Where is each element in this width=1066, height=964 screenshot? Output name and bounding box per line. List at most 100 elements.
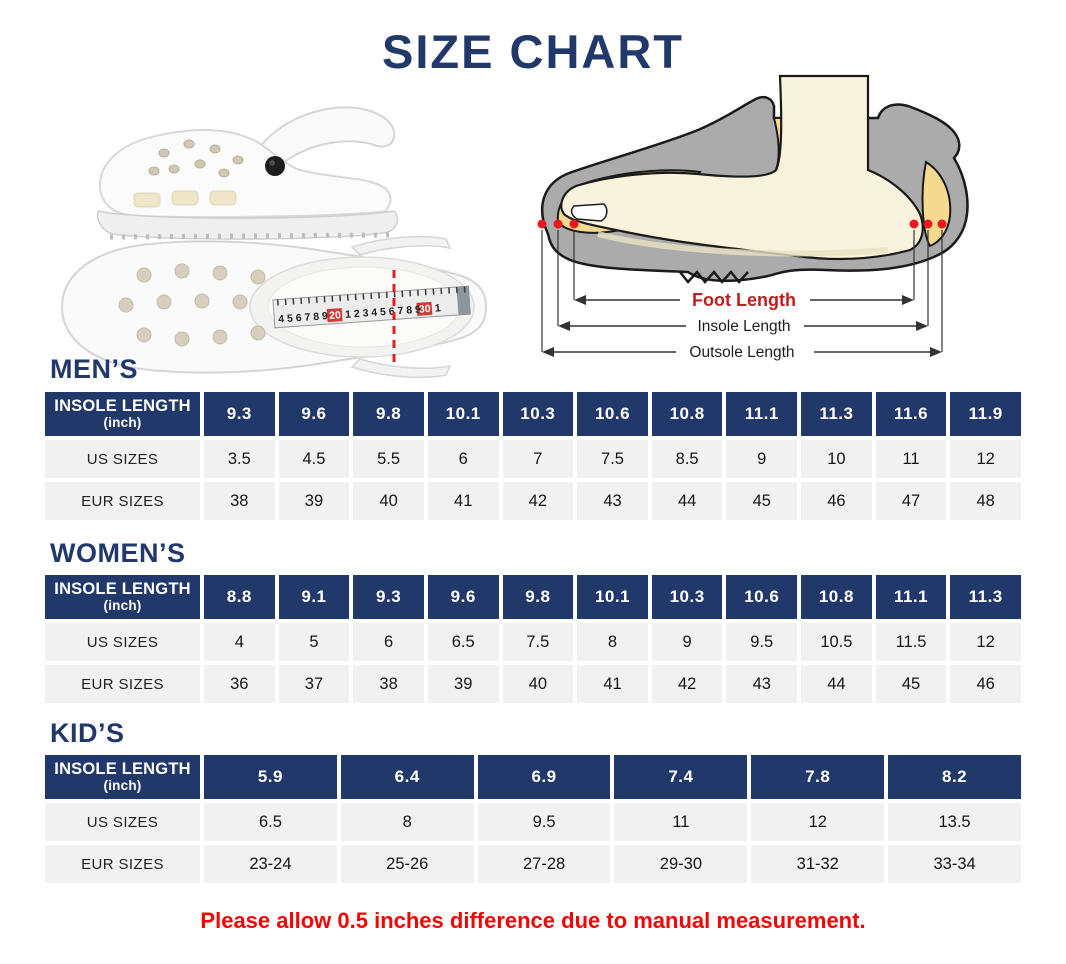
us-size-cell: 6 — [427, 440, 499, 478]
us-size-cell: 10 — [801, 440, 872, 478]
insole-length-unit: (inch) — [103, 414, 142, 430]
insole-length-header: INSOLE LENGTH (inch) — [45, 575, 200, 619]
dimension-drop-lines — [541, 230, 943, 352]
us-size-cell: 6.5 — [204, 803, 337, 841]
insole-value-cell: 11.1 — [726, 392, 798, 436]
us-size-cell: 8.5 — [651, 440, 723, 478]
measuring-tape: 4 5 6 7 8 9 20 1 2 3 4 5 6 7 8 9 30 1 — [272, 285, 471, 329]
us-size-cell: 9 — [726, 440, 798, 478]
insole-value-cell: 5.9 — [204, 755, 337, 799]
foot-length-dimension: Foot Length — [574, 290, 914, 310]
eur-size-cell: 29-30 — [614, 845, 748, 883]
tape-number-20: 20 — [329, 309, 342, 322]
eur-size-cell: 36 — [204, 665, 275, 703]
insole-value-cell: 9.8 — [502, 575, 574, 619]
eur-sizes-label: EUR SIZES — [45, 482, 200, 520]
insole-value-cell: 10.1 — [577, 575, 648, 619]
clog-strap-rivet — [265, 156, 285, 176]
eur-size-cell: 27-28 — [477, 845, 611, 883]
us-size-cell: 11 — [614, 803, 748, 841]
toe-detail — [570, 203, 608, 222]
insole-length-dimension: Insole Length — [558, 318, 928, 335]
eur-size-cell: 44 — [651, 482, 723, 520]
us-size-cell: 4.5 — [278, 440, 350, 478]
eur-size-cell: 23-24 — [204, 845, 337, 883]
insole-value-cell: 9.6 — [278, 392, 350, 436]
insole-length-unit: (inch) — [103, 777, 142, 793]
clog-topview-holes — [118, 263, 266, 347]
eur-size-cell: 33-34 — [888, 845, 1021, 883]
eur-sizes-label: EUR SIZES — [45, 845, 200, 883]
tape-number-30: 30 — [419, 303, 432, 316]
insole-value-cell: 11.6 — [875, 392, 947, 436]
us-size-cell: 4 — [204, 623, 275, 661]
insole-value-cell: 10.8 — [651, 392, 723, 436]
mens-size-table: INSOLE LENGTH (inch) 9.3 9.6 9.8 10.1 10.3 10.6… — [45, 392, 1021, 520]
section-title-womens: WOMEN’S — [50, 538, 186, 568]
us-size-cell: 6 — [353, 623, 424, 661]
us-size-cell: 9.5 — [726, 623, 798, 661]
tape-30-box — [416, 301, 433, 316]
insole-length-label: INSOLE LENGTH — [54, 579, 191, 598]
insole-value-cell: 11.1 — [875, 575, 947, 619]
insole-value-cell: 11.3 — [950, 575, 1021, 619]
insole-length-label: Insole Length — [697, 318, 790, 335]
clog-strap — [255, 106, 396, 173]
eur-size-cell: 43 — [577, 482, 648, 520]
us-size-cell: 8 — [340, 803, 474, 841]
eur-size-cell: 46 — [950, 665, 1021, 703]
insole-length-label: INSOLE LENGTH — [54, 396, 191, 415]
tape-20-box — [326, 308, 343, 323]
eur-size-cell: 42 — [502, 482, 574, 520]
eur-size-cell: 45 — [875, 665, 947, 703]
eur-size-cell: 48 — [950, 482, 1021, 520]
clog-top-view-illustration: 4 5 6 7 8 9 20 1 2 3 4 5 6 7 8 9 30 1 — [60, 235, 488, 378]
insole-value-cell: 10.6 — [726, 575, 798, 619]
clog-topview-strap-lower — [350, 358, 452, 378]
eur-sizes-label: EUR SIZES — [45, 665, 200, 703]
us-size-cell: 11.5 — [875, 623, 947, 661]
us-sizes-label: US SIZES — [45, 623, 200, 661]
insole-value-cell: 10.1 — [427, 392, 499, 436]
insole-value-cell: 7.4 — [614, 755, 748, 799]
insole-value-cell: 9.8 — [353, 392, 424, 436]
clog-topview-strap-upper — [350, 235, 452, 256]
us-size-cell: 8 — [577, 623, 648, 661]
insole-value-cell: 11.3 — [801, 392, 872, 436]
tape-numbers-b: 1 2 3 4 5 6 7 8 9 — [345, 304, 422, 321]
us-size-cell: 11 — [875, 440, 947, 478]
foot-measurement-diagram: Foot Length Insole Length Outsole Length — [537, 74, 969, 361]
eur-size-cell: 41 — [427, 482, 499, 520]
insole-value-cell: 11.9 — [950, 392, 1021, 436]
foot-length-label: Foot Length — [692, 290, 796, 310]
outsole-length-dimension: Outsole Length — [542, 344, 942, 361]
us-size-cell: 7 — [502, 440, 574, 478]
clog-top-holes — [148, 139, 244, 178]
us-size-cell: 9.5 — [477, 803, 611, 841]
eur-size-cell: 40 — [353, 482, 424, 520]
insole-length-header: INSOLE LENGTH (inch) — [45, 392, 200, 436]
insole-length-unit: (inch) — [103, 597, 142, 613]
clog-sole — [96, 210, 399, 240]
tape-numbers-c: 1 — [434, 302, 441, 314]
eur-size-cell: 42 — [651, 665, 723, 703]
tape-end — [456, 286, 471, 315]
insole-value-cell: 6.4 — [340, 755, 474, 799]
eur-size-cell: 37 — [278, 665, 350, 703]
eur-size-cell: 39 — [278, 482, 350, 520]
insole-value-cell: 10.8 — [801, 575, 872, 619]
us-sizes-label: US SIZES — [45, 440, 200, 478]
kids-size-table: INSOLE LENGTH (inch) 5.9 6.4 6.9 7.4 7.8 8.2 US … — [45, 755, 1021, 883]
measurement-dots — [537, 219, 947, 229]
us-size-cell: 12 — [950, 623, 1021, 661]
insole-value-cell: 10.6 — [577, 392, 648, 436]
outsole-length-label: Outsole Length — [689, 344, 794, 361]
insole-value-cell: 9.6 — [427, 575, 499, 619]
insole-value-cell: 6.9 — [477, 755, 611, 799]
us-size-cell: 7.5 — [577, 440, 648, 478]
us-size-cell: 9 — [651, 623, 723, 661]
page-title: SIZE CHART — [382, 25, 684, 78]
insole-length-label: INSOLE LENGTH — [54, 759, 191, 778]
eur-size-cell: 43 — [726, 665, 798, 703]
